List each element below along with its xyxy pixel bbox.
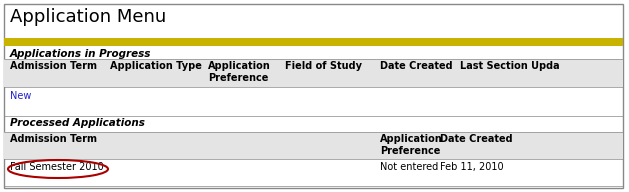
FancyBboxPatch shape (4, 132, 623, 159)
Text: Application
Preference: Application Preference (380, 134, 443, 156)
Text: New: New (10, 91, 31, 101)
FancyBboxPatch shape (4, 4, 623, 188)
Text: Processed Applications: Processed Applications (10, 118, 145, 128)
Text: Field of Study: Field of Study (285, 61, 362, 71)
FancyBboxPatch shape (4, 38, 623, 46)
Text: Application Menu: Application Menu (10, 8, 166, 26)
Text: Date Created: Date Created (440, 134, 513, 144)
Text: Date Created: Date Created (380, 61, 453, 71)
Text: Feb 11, 2010: Feb 11, 2010 (440, 162, 504, 172)
Text: Applications in Progress: Applications in Progress (10, 49, 152, 59)
Text: Admission Term: Admission Term (10, 134, 97, 144)
Text: Application
Preference: Application Preference (208, 61, 270, 83)
FancyBboxPatch shape (4, 59, 623, 87)
Text: Application Type: Application Type (110, 61, 202, 71)
Text: Last Section Upda: Last Section Upda (460, 61, 560, 71)
Text: Fall Semester 2010: Fall Semester 2010 (10, 162, 104, 172)
Text: Not entered: Not entered (380, 162, 438, 172)
Text: Admission Term: Admission Term (10, 61, 97, 71)
